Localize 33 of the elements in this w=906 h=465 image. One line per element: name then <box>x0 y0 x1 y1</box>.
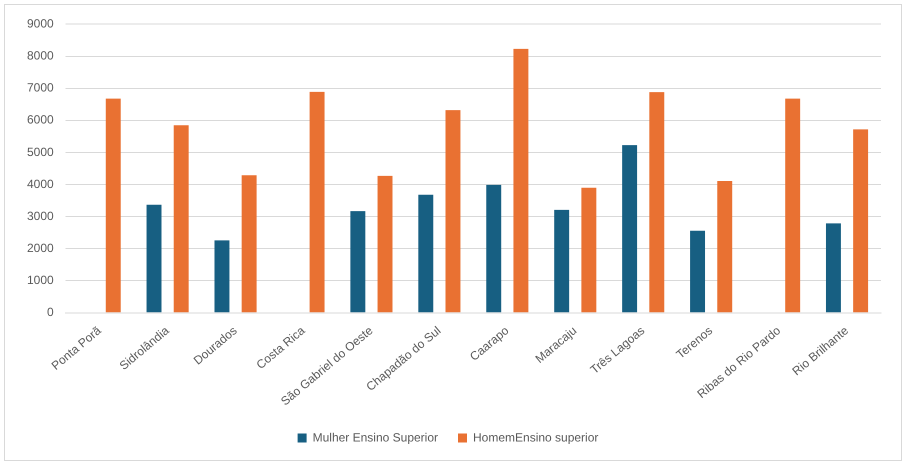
y-tick-label: 1000 <box>26 273 54 288</box>
bar <box>242 175 257 312</box>
y-tick-label: 5000 <box>26 144 54 159</box>
bar <box>717 181 732 312</box>
y-tick-label: 2000 <box>26 240 54 255</box>
bar <box>445 110 460 312</box>
bar <box>106 98 121 312</box>
y-tick-label: 4000 <box>26 176 54 191</box>
y-tick-label: 8000 <box>26 48 54 63</box>
y-tick-label: 3000 <box>26 208 54 223</box>
bar <box>826 223 841 312</box>
y-tick-label: 9000 <box>26 16 54 31</box>
legend-label: HomemEnsino superior <box>473 430 598 444</box>
bar <box>853 129 868 312</box>
bar <box>174 125 189 312</box>
bar <box>513 48 528 312</box>
bar <box>581 188 596 312</box>
y-tick-label: 7000 <box>26 80 54 95</box>
bar <box>690 230 706 312</box>
y-tick-label: 6000 <box>26 112 54 127</box>
bar <box>378 176 392 312</box>
bar <box>418 194 434 312</box>
bar <box>310 92 325 312</box>
legend-label: Mulher Ensino Superior <box>312 430 438 444</box>
bar <box>486 184 502 312</box>
bar <box>649 92 664 312</box>
y-tick-label: 0 <box>47 305 54 320</box>
bar <box>785 98 800 312</box>
bar <box>554 210 570 312</box>
bar <box>214 240 230 312</box>
bar <box>146 204 162 312</box>
bar <box>350 211 366 312</box>
bar <box>622 145 638 312</box>
